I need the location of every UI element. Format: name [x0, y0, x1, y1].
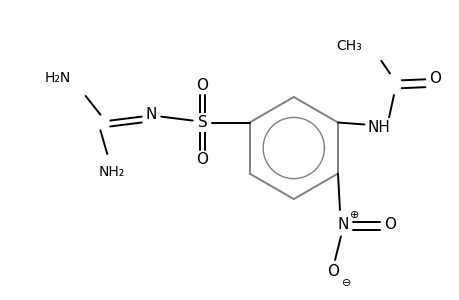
Text: N: N: [146, 107, 157, 122]
Text: N: N: [336, 217, 348, 232]
Text: S: S: [197, 115, 207, 130]
Text: O: O: [383, 217, 395, 232]
Text: O: O: [428, 71, 440, 86]
Text: O: O: [196, 78, 208, 93]
Text: ⊖: ⊖: [341, 278, 351, 289]
Text: O: O: [196, 152, 208, 167]
Text: ⊕: ⊕: [349, 210, 358, 220]
Text: NH: NH: [367, 120, 390, 135]
Text: H₂N: H₂N: [45, 71, 71, 85]
Text: O: O: [326, 264, 338, 279]
Text: CH₃: CH₃: [335, 39, 361, 53]
Text: NH₂: NH₂: [99, 165, 125, 178]
